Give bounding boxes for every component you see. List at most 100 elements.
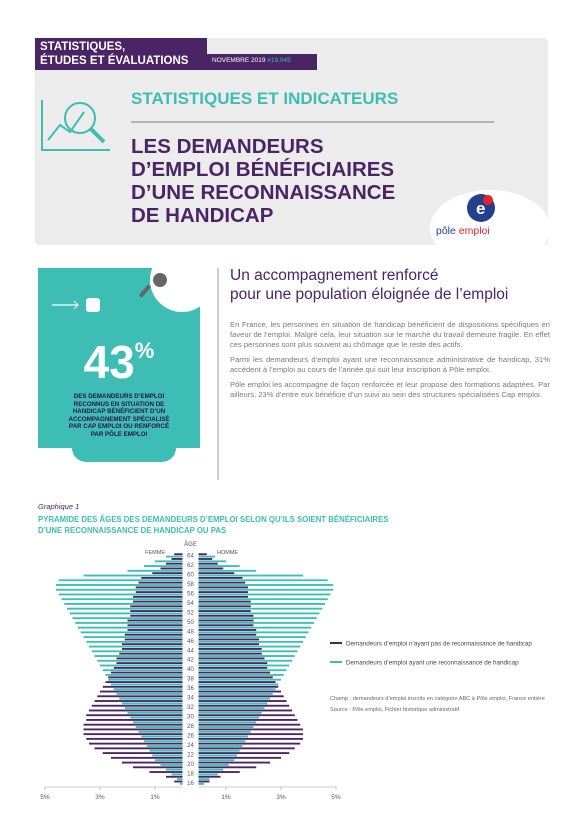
heading-line: Un accompagnement renforcé xyxy=(230,267,439,284)
bar xyxy=(166,775,183,778)
x-tick-label: 1% xyxy=(221,794,231,801)
bar xyxy=(135,586,183,589)
bar xyxy=(119,697,183,700)
bar xyxy=(105,674,183,676)
age-label: 40 xyxy=(187,667,194,673)
bar xyxy=(83,733,183,736)
age-label: 42 xyxy=(187,658,194,664)
bar xyxy=(198,714,295,717)
bar xyxy=(89,645,183,648)
title-line: D’EMPLOI BÉNÉFICIAIRES xyxy=(131,158,395,181)
bar xyxy=(198,749,240,752)
paragraph: Parmi les demandeurs d’emploi ayant une … xyxy=(230,355,550,374)
bar xyxy=(64,603,183,605)
age-label: 38 xyxy=(187,677,194,683)
bar xyxy=(198,697,270,700)
svg-text:e: e xyxy=(476,199,485,218)
heading-line: pour une population éloignée de l’emploi xyxy=(230,286,509,303)
bar xyxy=(127,711,183,714)
bar xyxy=(105,681,183,684)
age-label: 16 xyxy=(187,781,194,787)
bar xyxy=(198,610,251,612)
age-label: 32 xyxy=(187,705,194,711)
axis-label: ÂGE xyxy=(184,541,197,548)
bar xyxy=(152,572,183,575)
bar xyxy=(83,723,183,726)
bar xyxy=(198,707,265,710)
bar xyxy=(198,756,281,759)
bar xyxy=(198,560,226,563)
bar xyxy=(111,756,183,759)
bar xyxy=(89,742,183,745)
bar xyxy=(61,598,183,601)
bar xyxy=(171,558,183,560)
key-icon xyxy=(138,273,167,298)
x-tick-label: 1% xyxy=(150,794,160,801)
bar xyxy=(108,676,183,679)
bar xyxy=(198,655,295,657)
age-label: 64 xyxy=(187,554,194,560)
bar xyxy=(124,633,183,636)
bar xyxy=(144,740,183,743)
bar xyxy=(58,579,183,582)
bar xyxy=(198,593,331,596)
bar xyxy=(122,761,183,764)
bar xyxy=(198,619,254,622)
bar xyxy=(86,714,183,717)
bar xyxy=(100,664,183,667)
bar xyxy=(124,638,183,641)
bar xyxy=(113,666,183,669)
bar xyxy=(198,645,301,648)
title-line: DE HANDICAP xyxy=(131,204,274,227)
bar xyxy=(198,768,224,771)
bar xyxy=(100,690,183,693)
bar xyxy=(198,773,218,776)
bar xyxy=(135,726,183,728)
bar xyxy=(198,569,257,572)
bar xyxy=(130,610,183,612)
bar xyxy=(198,553,207,556)
bar xyxy=(119,652,183,655)
bar xyxy=(198,775,221,778)
series-label: STATISTIQUES, ÉTUDES ET ÉVALUATIONS xyxy=(40,40,188,68)
legend-label: Demandeurs d’emploi n’ayant pas de recon… xyxy=(346,641,532,648)
bar xyxy=(198,695,284,698)
bar xyxy=(198,581,246,584)
share-icons xyxy=(52,298,100,312)
bar xyxy=(198,558,213,560)
bar xyxy=(102,685,183,688)
bar xyxy=(149,749,183,752)
x-tick-label: 5% xyxy=(331,794,341,801)
bar xyxy=(198,704,290,707)
date-line: NOVEMBRE 2019 #19.045 xyxy=(212,57,291,64)
bar xyxy=(198,763,229,766)
bar xyxy=(86,719,183,721)
bar xyxy=(138,581,183,584)
age-label: 48 xyxy=(187,629,194,635)
bar xyxy=(198,617,317,620)
bar xyxy=(198,745,243,747)
bar xyxy=(83,728,183,731)
bar xyxy=(198,640,303,643)
title: LES DEMANDEURS D’EMPLOI BÉNÉFICIAIRES D’… xyxy=(131,135,395,227)
bar xyxy=(198,681,276,684)
bar xyxy=(91,704,183,707)
age-label: 24 xyxy=(187,743,194,749)
bar xyxy=(198,621,314,624)
bar xyxy=(198,728,303,731)
series-label-box xyxy=(35,38,207,70)
age-label: 28 xyxy=(187,724,194,730)
bar xyxy=(155,759,183,762)
bar xyxy=(160,567,183,570)
x-tick-label: 3% xyxy=(95,794,105,801)
bar xyxy=(198,650,298,653)
bar xyxy=(141,576,183,579)
bar xyxy=(94,700,183,702)
bar xyxy=(198,633,257,636)
bar xyxy=(198,709,292,712)
bar xyxy=(198,572,235,575)
bar xyxy=(97,659,183,662)
bar xyxy=(116,692,183,695)
article-heading: Un accompagnement renforcé pour une popu… xyxy=(230,266,508,304)
bar xyxy=(198,692,273,695)
